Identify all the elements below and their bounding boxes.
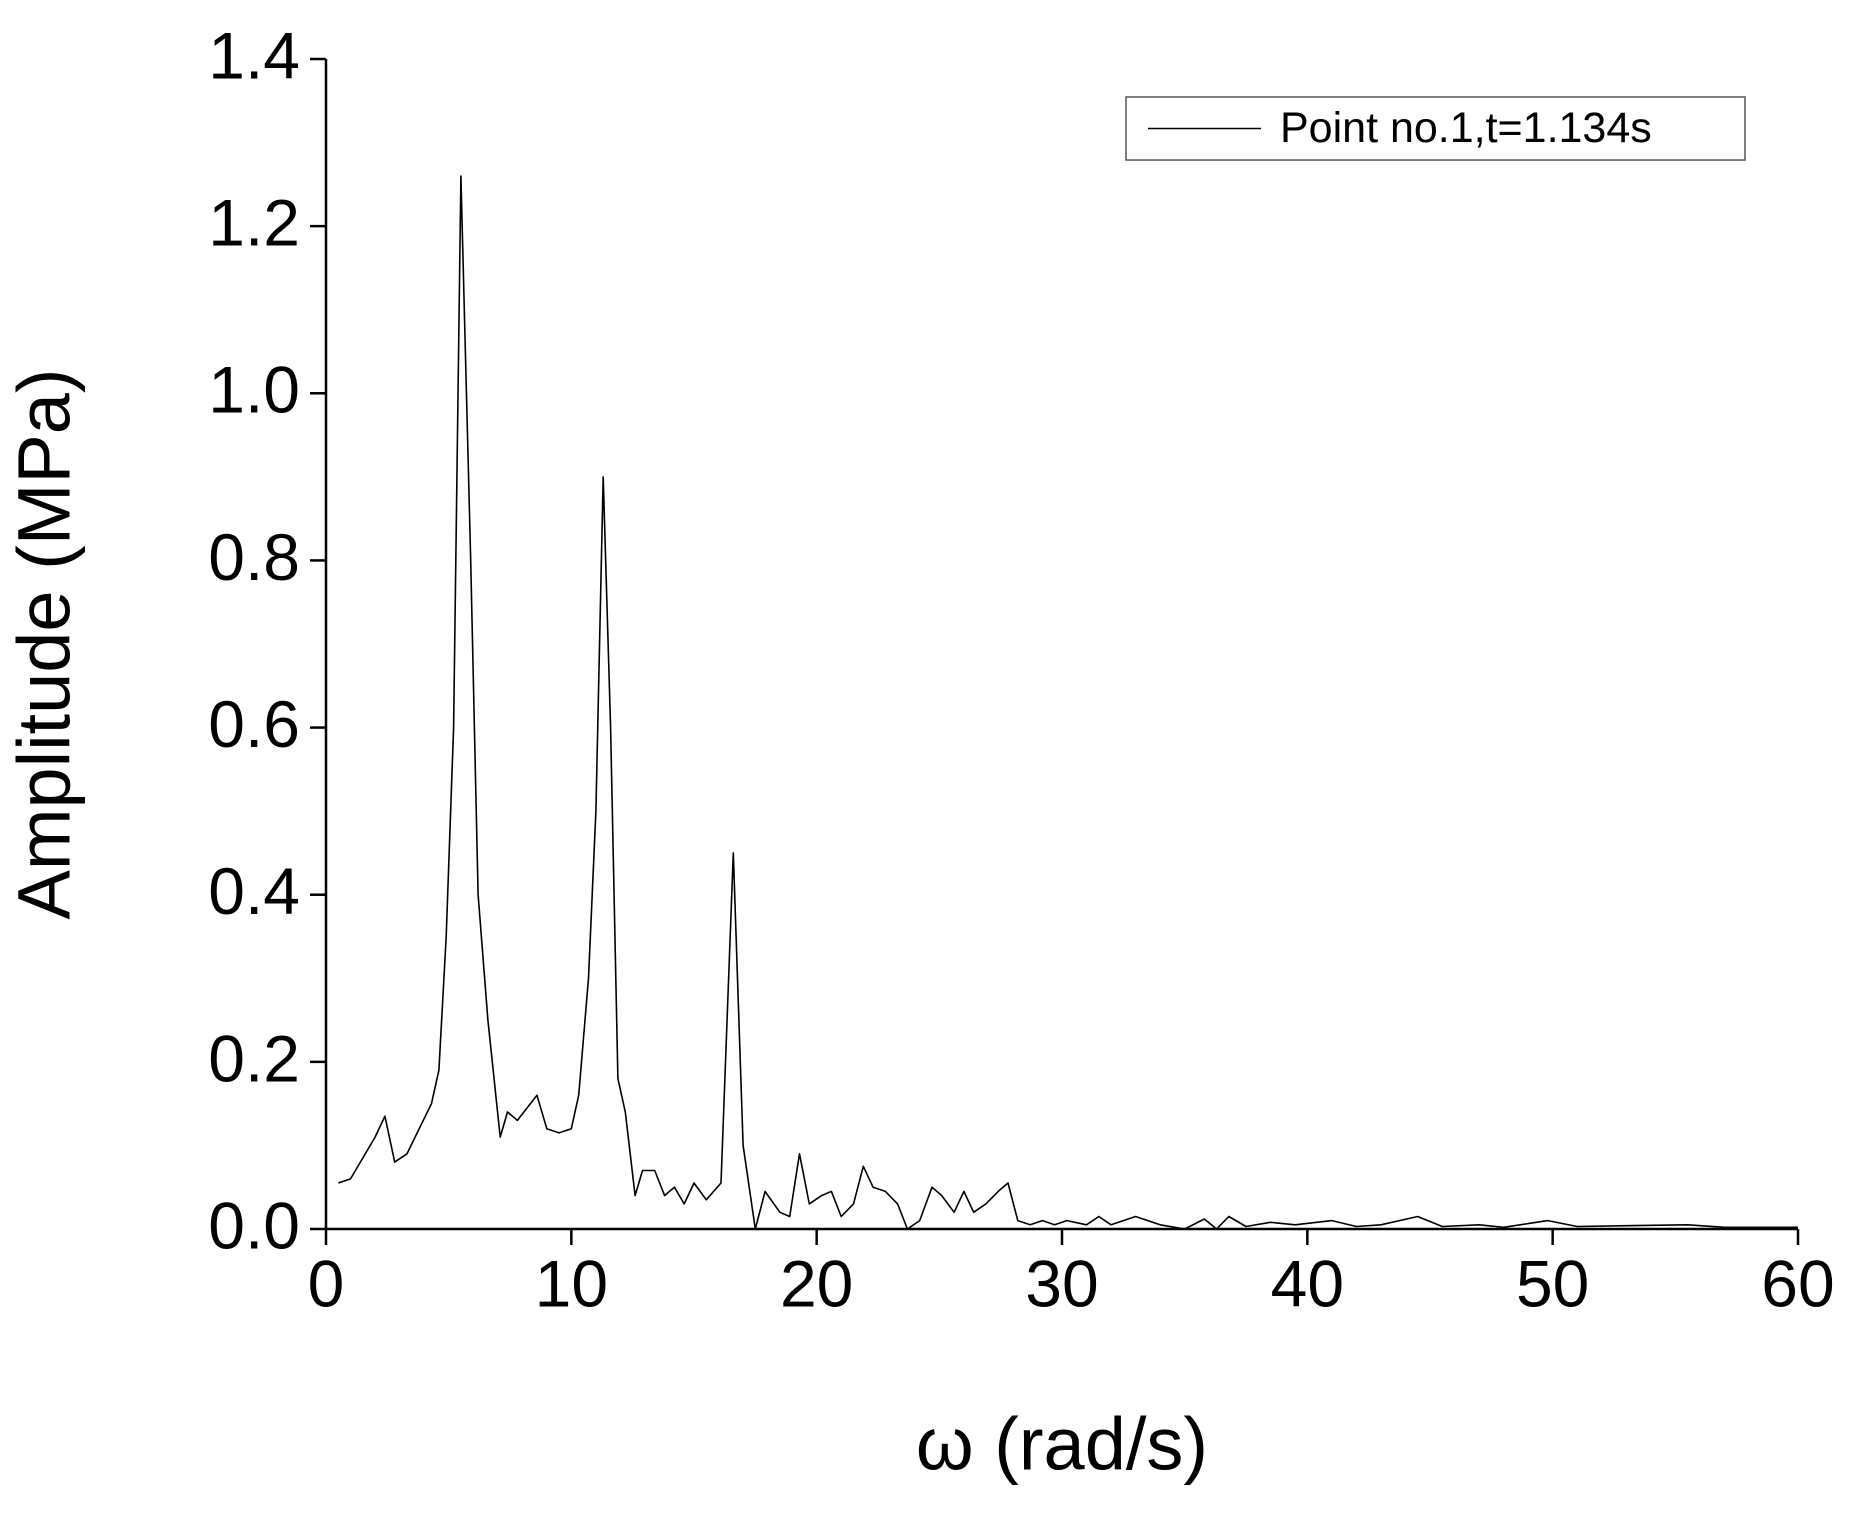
x-tick-label: 10 <box>535 1246 608 1320</box>
y-tick-label: 0.0 <box>208 1188 300 1262</box>
y-tick-label: 0.8 <box>208 520 300 594</box>
data-line <box>338 175 1798 1230</box>
x-tick-label: 60 <box>1761 1246 1834 1320</box>
y-tick-label: 1.4 <box>208 18 300 92</box>
y-tick-label: 1.0 <box>208 353 300 427</box>
y-tick-label: 0.2 <box>208 1021 300 1095</box>
legend-label: Point no.1,t=1.134s <box>1280 104 1652 152</box>
y-axis-title: Amplitude (MPa) <box>3 368 86 919</box>
x-tick-label: 20 <box>780 1246 853 1320</box>
x-tick-label: 40 <box>1271 1246 1344 1320</box>
y-tick-label: 0.4 <box>208 854 300 928</box>
x-axis-title: ω (rad/s) <box>916 1403 1208 1486</box>
x-tick-label: 50 <box>1516 1246 1589 1320</box>
y-tick-label: 0.6 <box>208 687 300 761</box>
x-tick-label: 0 <box>308 1246 345 1320</box>
y-tick-label: 1.2 <box>208 186 300 260</box>
x-tick-label: 30 <box>1025 1246 1098 1320</box>
